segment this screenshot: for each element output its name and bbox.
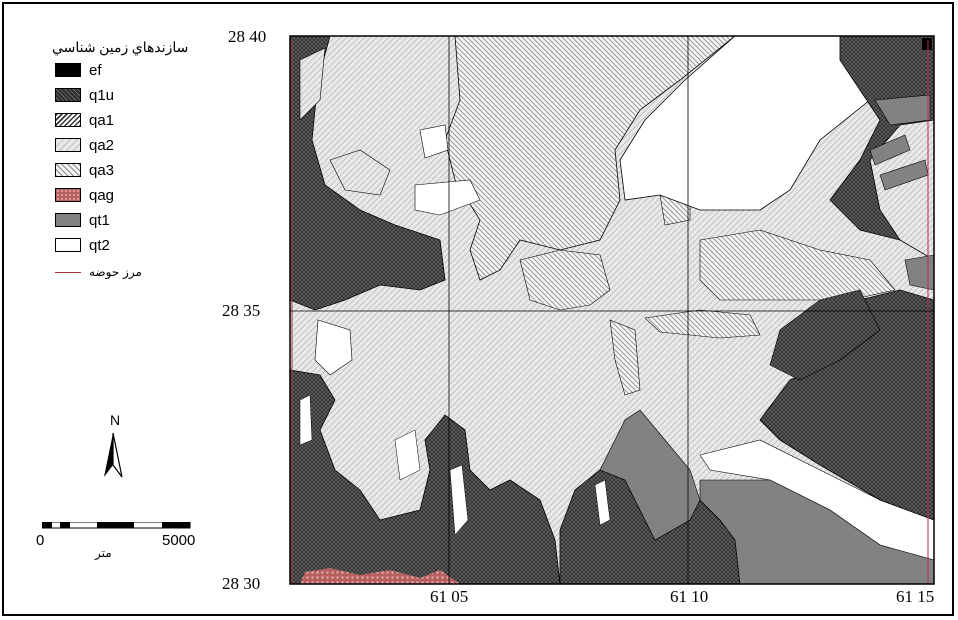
legend-item-ef: ef [55, 60, 102, 80]
legend-label-qa3: qa3 [89, 161, 115, 179]
legend-swatch-qag [55, 188, 81, 202]
legend-item-qa2: qa2 [55, 135, 114, 155]
lon-label-1: 61 05 [430, 587, 469, 606]
scale-zero-label: 0 [36, 532, 45, 549]
legend-swatch-q1u [55, 88, 81, 102]
legend-item-q1u: q1u [55, 85, 114, 105]
legend-item-qa3: qa3 [55, 160, 114, 180]
scale-unit-label: متر [95, 546, 112, 560]
legend-item-qag: qag [55, 185, 114, 205]
unit-qt1-lower-right [699, 479, 934, 584]
boundary-line-icon [55, 271, 81, 273]
north-label: N [110, 412, 121, 428]
legend-title: سازندهاي زمين شناسي [52, 41, 189, 56]
lat-label-top: 28 40 [228, 27, 267, 46]
legend-label-qag: qag [89, 186, 115, 204]
map-frame [289, 35, 935, 585]
legend-swatch-qa2 [55, 138, 81, 152]
north-arrow-icon [104, 432, 123, 478]
legend-swatch-ef [55, 63, 81, 77]
lat-label-bottom: 28 30 [222, 574, 261, 593]
legend-swatch-qt1 [55, 213, 81, 227]
scale-bar [42, 522, 191, 529]
legend-label-boundary: مرز حوضه [89, 265, 142, 279]
legend-label-qa1: qa1 [89, 111, 115, 129]
unit-qag [300, 568, 460, 584]
legend-item-qt2: qt2 [55, 235, 110, 255]
lat-label-middle: 28 35 [222, 301, 261, 320]
unit-q1u-bottom-left [290, 369, 561, 584]
legend-item-boundary: مرز حوضه [55, 262, 142, 282]
legend-swatch-qa3 [55, 163, 81, 177]
legend-label-ef: ef [89, 61, 102, 79]
legend-item-qa1: qa1 [55, 110, 114, 130]
legend-label-q1u: q1u [89, 86, 115, 104]
legend-label-qt1: qt1 [89, 211, 110, 229]
legend-swatch-qt2 [55, 238, 81, 252]
legend-label-qt2: qt2 [89, 236, 110, 254]
unit-qa3-central [444, 36, 736, 281]
scale-max-label: 5000 [162, 532, 196, 549]
lon-label-3: 61 15 [896, 587, 935, 606]
legend-swatch-qa1 [55, 113, 81, 127]
legend-item-qt1: qt1 [55, 210, 110, 230]
legend-label-qa2: qa2 [89, 136, 115, 154]
lon-label-2: 61 10 [670, 587, 709, 606]
